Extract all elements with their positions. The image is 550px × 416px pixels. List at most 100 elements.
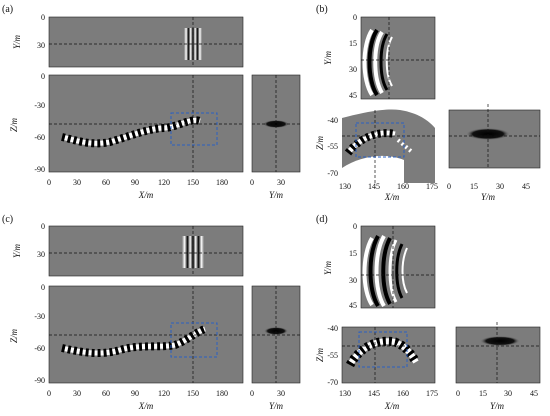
y-tick: 15 <box>349 39 357 48</box>
x-axis-label: X/m <box>138 401 154 411</box>
wavefield-main-bright <box>61 117 201 146</box>
y-tick: 0 <box>41 222 45 231</box>
panel-b: (b) 0 15 30 45 Y/m -40 -55 -70 Z/m 130 1… <box>315 4 541 202</box>
x-tick: 45 <box>522 182 530 191</box>
y-tick: 45 <box>349 91 357 100</box>
y-axis-label: Z/m <box>9 118 19 133</box>
wavefront <box>367 28 379 97</box>
x-axis-label: X/m <box>138 190 154 200</box>
x-tick: 145 <box>368 182 380 191</box>
x-tick: 30 <box>73 389 81 398</box>
y-tick: -40 <box>327 324 338 333</box>
y-axis-label: Y/m <box>323 261 333 276</box>
top-plot-area <box>48 225 244 277</box>
y-tick: 0 <box>41 72 45 81</box>
x-axis-label: X/m <box>384 401 400 411</box>
wavefront <box>368 235 380 308</box>
y-tick: -40 <box>327 116 338 125</box>
x-tick: 180 <box>216 389 228 398</box>
roi-box <box>355 122 405 158</box>
x-tick: 130 <box>339 182 351 191</box>
y-axis-label: Z/m <box>315 348 325 363</box>
x-tick: 60 <box>102 389 110 398</box>
x-axis-label: Y/m <box>269 190 284 200</box>
panel-label: (a) <box>2 4 13 15</box>
side-plot-area <box>455 326 541 384</box>
x-tick: 30 <box>277 178 285 187</box>
x-tick: 90 <box>131 389 139 398</box>
wavefield-main-bright <box>347 338 419 367</box>
x-tick: 175 <box>426 389 438 398</box>
x-axis-label: Y/m <box>490 401 505 411</box>
y-tick: 0 <box>41 13 45 22</box>
x-tick: 60 <box>102 178 110 187</box>
wavefield-main <box>61 325 207 358</box>
x-tick: 30 <box>277 389 285 398</box>
y-tick: -90 <box>34 165 45 174</box>
x-tick: 130 <box>339 389 351 398</box>
cavity <box>342 155 404 183</box>
wavefield-main-bright <box>346 130 396 155</box>
wavefield-main <box>344 129 396 156</box>
wavefield-main <box>346 336 420 368</box>
y-tick: 30 <box>349 276 357 285</box>
top-plot-area <box>48 16 244 68</box>
y-tick: 0 <box>41 283 45 292</box>
x-tick: 0 <box>250 178 254 187</box>
x-tick: 175 <box>426 182 438 191</box>
x-tick: 45 <box>530 389 538 398</box>
y-axis-label: Y/m <box>12 244 22 259</box>
x-axis-label: Y/m <box>481 192 496 202</box>
roi-box <box>358 331 408 368</box>
x-tick: 15 <box>479 389 487 398</box>
panel-d: (d) 0 15 30 45 Y/m -40 -55 -70 Z/m 130 1… <box>315 214 541 411</box>
y-tick: -30 <box>34 312 45 321</box>
x-tick: 145 <box>368 389 380 398</box>
panel-label: (d) <box>316 214 328 225</box>
y-tick: 30 <box>37 250 45 259</box>
wavefront <box>362 236 374 307</box>
x-tick: 30 <box>73 178 81 187</box>
x-tick: 30 <box>496 182 504 191</box>
x-tick: 30 <box>504 389 512 398</box>
wavefront <box>379 33 389 91</box>
y-tick: -55 <box>327 142 338 151</box>
y-tick: -70 <box>327 169 338 178</box>
x-axis-label: X/m <box>384 192 400 202</box>
panel-a: (a) 0 30 Y/m 0 -30 -60 -90 Z/m 0 30 60 9… <box>2 4 301 200</box>
wavefield-side <box>480 336 520 346</box>
x-tick: 120 <box>158 178 170 187</box>
y-axis-label: Y/m <box>12 35 22 50</box>
x-tick: 150 <box>187 178 199 187</box>
y-tick: -60 <box>34 344 45 353</box>
wavefront <box>401 247 408 294</box>
y-tick: 30 <box>349 65 357 74</box>
x-tick: 160 <box>397 182 409 191</box>
wavefront <box>374 235 386 308</box>
y-tick: 15 <box>349 249 357 258</box>
y-axis-label: Z/m <box>9 329 19 344</box>
y-tick: -90 <box>34 376 45 385</box>
main-plot-area <box>48 285 244 384</box>
y-tick: 0 <box>353 13 357 22</box>
y-tick: 30 <box>37 41 45 50</box>
x-tick: 0 <box>447 182 451 191</box>
main-plot-area <box>48 74 244 173</box>
y-axis-label: Z/m <box>315 136 325 151</box>
y-tick: 45 <box>349 301 357 310</box>
x-tick: 0 <box>47 389 51 398</box>
x-tick: 15 <box>470 182 478 191</box>
y-axis-label: Y/m <box>323 51 333 66</box>
panel-label: (c) <box>2 214 13 225</box>
wavefront <box>373 30 384 95</box>
roi-box <box>170 322 218 358</box>
panel-c: (c) 0 30 Y/m 0 -30 -60 -90 Z/m 0 30 60 9… <box>2 214 301 411</box>
wavefront <box>381 237 392 305</box>
wavefield-side <box>263 120 289 128</box>
x-tick: 0 <box>250 389 254 398</box>
x-tick: 150 <box>187 389 199 398</box>
wavefield-tail <box>396 138 414 154</box>
y-tick: -55 <box>327 351 338 360</box>
wavefield-main <box>61 116 202 148</box>
